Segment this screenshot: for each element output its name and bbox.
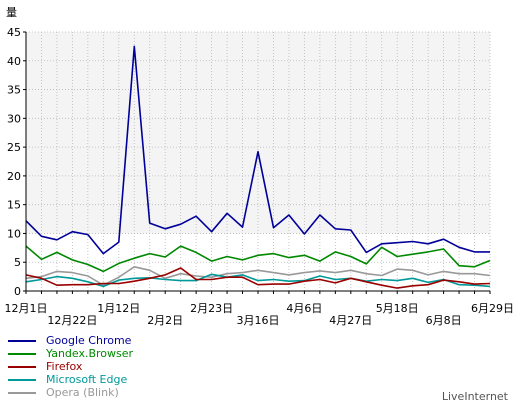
x-tick-label: 2月2日 <box>147 314 183 327</box>
legend-item-firefox: Firefox <box>8 360 133 373</box>
legend-item-chrome: Google Chrome <box>8 334 133 347</box>
legend-swatch-edge <box>8 378 36 381</box>
legend-label-chrome: Google Chrome <box>46 334 132 347</box>
x-tick-label: 2月23日 <box>190 302 233 315</box>
legend-label-yandex: Yandex.Browser <box>46 347 134 360</box>
x-tick-labels: 12月1日 1月12日 2月23日 4月6日 5月18日 6月29日 12月22日 2月2日 3… <box>5 302 515 327</box>
legend-item-opera: Opera (Blink) <box>8 386 133 399</box>
y-tick-label: 45 <box>7 26 21 39</box>
x-tick-label: 5月18日 <box>376 302 419 315</box>
legend-label-firefox: Firefox <box>46 360 83 373</box>
y-tick-label: 5 <box>14 256 21 269</box>
y-tick-label: 10 <box>7 227 21 240</box>
x-tick-label: 6月8日 <box>426 314 462 327</box>
series-line <box>25 245 491 273</box>
legend-swatch-chrome <box>8 339 36 342</box>
y-tick-label: 25 <box>7 141 21 154</box>
x-tick-label: 4月6日 <box>286 302 322 315</box>
credit-text: LiveInternet <box>441 390 508 403</box>
series-line <box>25 265 491 287</box>
x-tick-label: 1月12日 <box>97 302 140 315</box>
legend-label-opera: Opera (Blink) <box>46 386 119 399</box>
line-chart: 量 0 5 10 15 20 25 30 35 40 45 12月1日 1月12日 2月23日 4月6日… <box>5 6 515 327</box>
y-tick-label: 30 <box>7 112 21 125</box>
legend-swatch-yandex <box>8 352 36 355</box>
x-tick-label: 12月1日 <box>5 302 48 315</box>
legend: Google Chrome Yandex.Browser Firefox Mic… <box>8 334 133 399</box>
x-tick-label: 4月27日 <box>329 314 372 327</box>
axes <box>23 31 491 294</box>
y-tick-label: 15 <box>7 199 21 212</box>
grid <box>25 31 491 292</box>
y-tick-labels: 0 5 10 15 20 25 30 35 40 45 <box>7 26 21 298</box>
y-axis-label: 量 <box>6 6 17 19</box>
y-tick-label: 20 <box>7 170 21 183</box>
y-tick-label: 0 <box>14 285 21 298</box>
x-tick-label: 6月29日 <box>471 302 514 315</box>
y-tick-label: 35 <box>7 84 21 97</box>
series-line <box>25 267 491 289</box>
legend-item-edge: Microsoft Edge <box>8 373 133 386</box>
series-lines <box>25 45 491 289</box>
series-line <box>25 45 490 255</box>
legend-swatch-opera <box>8 391 36 394</box>
legend-item-yandex: Yandex.Browser <box>8 347 133 360</box>
x-tick-label: 12月22日 <box>47 314 97 327</box>
y-tick-label: 40 <box>7 55 21 68</box>
legend-swatch-firefox <box>8 365 36 368</box>
series-line <box>25 273 491 288</box>
x-tick-label: 3月16日 <box>237 314 280 327</box>
legend-label-edge: Microsoft Edge <box>46 373 128 386</box>
